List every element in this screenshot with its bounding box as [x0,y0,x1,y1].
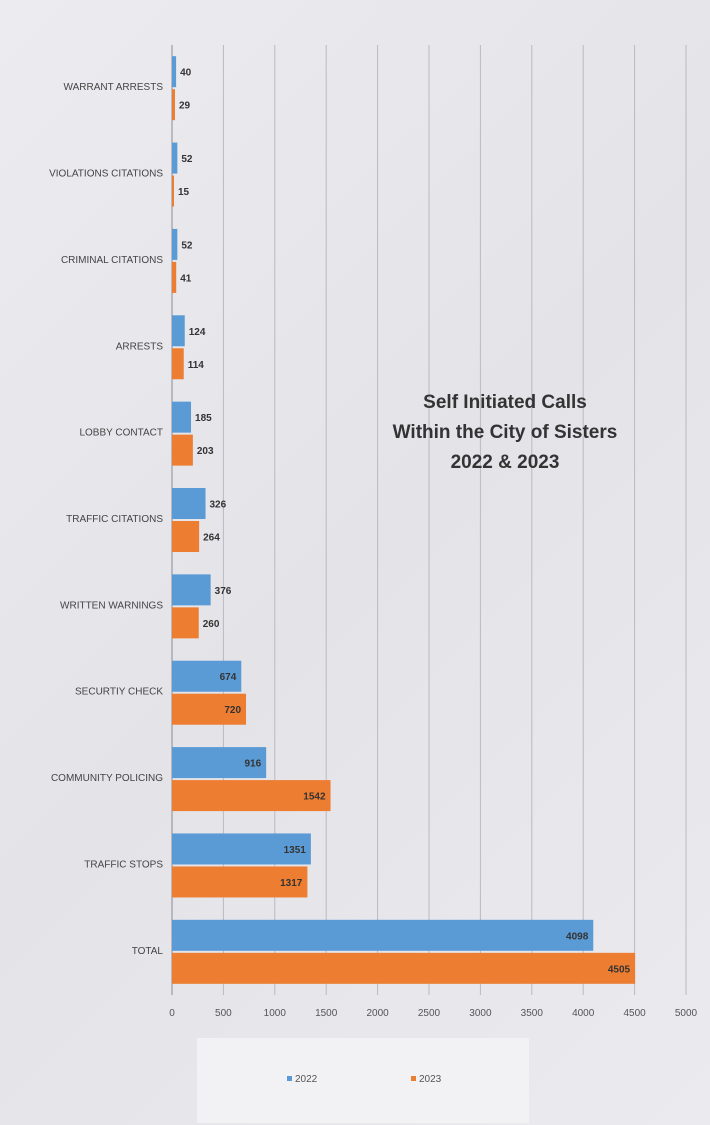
x-tick-label: 5000 [675,1008,698,1019]
data-label: 52 [181,240,193,251]
category-label: COMMUNITY POLICING [51,773,163,784]
bar-2022 [172,833,311,865]
bar-2022 [172,315,185,347]
legend-box [197,1038,529,1123]
bar-2022 [172,660,242,692]
legend-label-2023: 2023 [419,1074,442,1085]
x-tick-label: 500 [215,1008,232,1019]
x-tick-label: 3000 [469,1008,492,1019]
chart-title-line-1: Self Initiated Calls [423,392,587,413]
bar-2023 [172,780,331,812]
legend-swatch-2022 [287,1076,292,1081]
legend: 2022 2023 [197,1038,529,1123]
category-label: TOTAL [132,946,164,957]
legend-swatch-2023 [411,1076,416,1081]
bar-2022 [172,228,178,260]
bar-2023 [172,89,175,121]
data-label: 41 [180,273,192,284]
bar-2023 [172,521,200,552]
data-label: 203 [197,446,214,457]
bar-2022 [172,747,267,779]
category-label: SECURTIY CHECK [75,687,163,698]
bar-2023 [172,952,636,984]
data-label: 264 [203,533,220,544]
data-label: 1351 [284,845,307,856]
data-label: 1317 [280,878,303,889]
data-label: 674 [220,672,237,683]
legend-label-2022: 2022 [295,1074,318,1085]
x-tick-label: 1500 [315,1008,338,1019]
data-label: 260 [203,619,220,630]
x-tick-label: 0 [169,1008,175,1019]
bar-2023 [172,607,199,639]
category-label: WRITTEN WARNINGS [60,600,163,611]
data-label: 15 [178,187,190,198]
data-label: 326 [210,500,227,511]
category-label: VIOLATIONS CITATIONS [49,169,163,180]
category-label: TRAFFIC STOPS [84,859,163,870]
data-label: 114 [188,360,205,371]
chart-title-line-3: 2022 & 2023 [451,452,560,473]
bar-2023 [172,348,184,380]
bar-2023 [172,866,308,898]
x-axis: 0 500 1000 1500 2000 2500 3000 3500 4000 4500 5000 [169,1008,697,1019]
bar-2023 [172,261,177,293]
bar-2022 [172,401,192,433]
x-tick-label: 2500 [418,1008,441,1019]
data-label: 124 [189,327,206,338]
category-label: WARRANT ARRESTS [64,82,164,93]
data-label: 52 [181,154,193,165]
bar-2023 [172,175,174,207]
data-label: 4505 [608,964,631,975]
x-tick-label: 1000 [264,1008,287,1019]
bar-2022 [172,919,594,951]
data-label: 376 [215,586,232,597]
bar-2023 [172,434,193,466]
category-label: CRIMINAL CITATIONS [61,255,163,266]
data-label: 1542 [303,792,326,803]
bar-2023 [172,693,247,725]
chart-title-line-2: Within the City of Sisters [393,422,618,443]
bars: 40 29 52 15 52 41 124 114 185 203 326 264 376 260 674 7… [172,56,636,984]
data-label: 720 [224,705,241,716]
category-label: TRAFFIC CITATIONS [66,514,163,525]
x-tick-label: 3500 [521,1008,544,1019]
data-label: 916 [244,759,261,770]
bar-2022 [172,574,211,606]
category-label: ARRESTS [116,341,164,352]
x-tick-label: 4000 [572,1008,595,1019]
category-label: LOBBY CONTACT [79,428,163,439]
bar-2022 [172,142,178,174]
data-label: 40 [180,68,192,79]
data-label: 29 [179,101,191,112]
bar-2022 [172,488,206,519]
category-labels: WARRANT ARRESTS VIOLATIONS CITATIONS CRIMI… [49,82,163,957]
data-label: 185 [195,413,212,424]
bar-2022 [172,56,177,88]
data-label: 4098 [566,931,589,942]
x-tick-label: 2000 [366,1008,389,1019]
x-tick-label: 4500 [623,1008,646,1019]
